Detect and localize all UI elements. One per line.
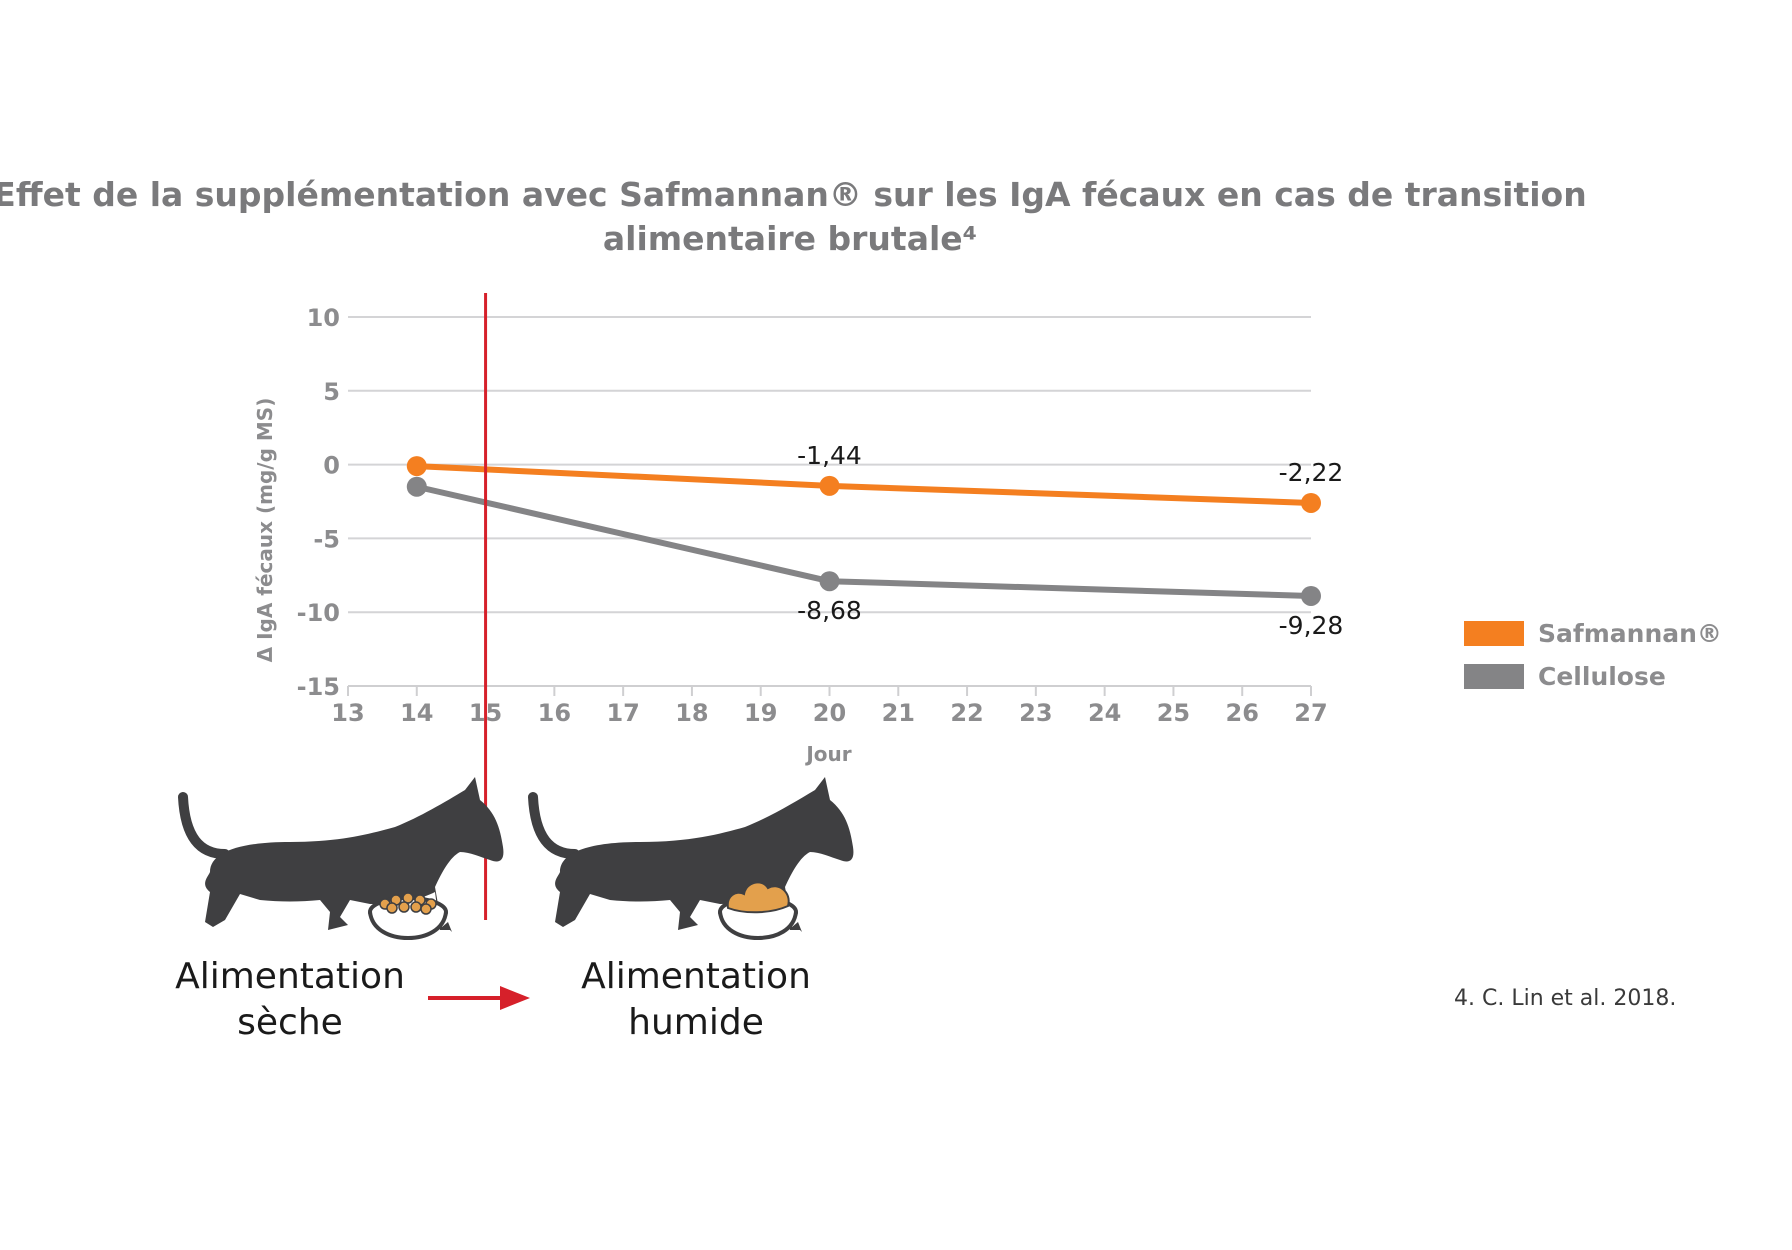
grid-lines [348,316,1311,614]
series-points [406,456,1321,606]
y-tick-label: -15 [297,673,340,701]
x-tick-label: 20 [813,699,846,727]
x-tick-label: 23 [1019,699,1052,727]
chart-title-line1: Effet de la supplémentation avec Safmann… [0,175,1587,214]
y-tick-label: -10 [297,599,340,627]
legend-swatch [1464,621,1524,646]
data-point [1301,492,1321,513]
data-label: -1,44 [797,441,862,470]
x-tick-labels: 13 14 15 16 17 18 19 20 21 22 23 24 25 26 27 [331,699,1327,727]
bowl-base [368,911,448,941]
x-tick-label: 19 [744,699,777,727]
dog-body [205,777,504,932]
y-tick-labels: 10 5 0 -5 -10 -15 [297,304,340,701]
legend-label: Cellulose [1538,662,1666,691]
legend: Safmannan® Cellulose [1464,619,1722,691]
dog-tail [178,792,230,859]
y-tick-label: 10 [307,304,340,332]
y-tick-label: 5 [323,378,340,406]
x-tick-label: 22 [950,699,983,727]
left-caption-line2: sèche [237,1002,343,1043]
x-tick-label: 21 [882,699,915,727]
dog-body [555,777,854,932]
x-tick-label: 13 [331,699,364,727]
x-tick-label: 27 [1294,699,1327,727]
dry-kibble [379,892,437,915]
x-tick-label: 18 [675,699,708,727]
x-axis [347,685,1312,696]
data-point [819,571,840,592]
y-tick-label: 0 [323,452,340,480]
legend-swatch [1464,664,1524,689]
x-tick-label: 26 [1226,699,1259,727]
x-axis-title: Jour [804,742,851,766]
x-tick-label: 25 [1157,699,1190,727]
data-point [1301,585,1321,606]
data-point [819,475,840,496]
x-tick-label: 24 [1088,699,1121,727]
right-caption-line1: Alimentation [581,956,811,997]
series-lines [416,463,1312,599]
right-caption-line2: humide [628,1002,764,1043]
y-tick-label: -5 [313,525,340,553]
bowl-base [718,911,798,941]
left-caption-line1: Alimentation [175,956,405,997]
x-tick-label: 14 [400,699,433,727]
data-labels: -1,44 -2,22 -8,68 -9,28 [797,441,1343,640]
data-label: -9,28 [1279,611,1344,640]
data-point [406,476,427,497]
data-point [406,456,427,477]
y-axis-title: Δ IgA fécaux (mg/g MS) [253,398,277,663]
transition-arrow-icon [428,986,530,1010]
x-tick-label: 17 [606,699,639,727]
data-label: -2,22 [1279,458,1344,487]
legend-label: Safmannan® [1538,619,1722,648]
series-line-1 [416,483,1312,599]
wet-food [726,881,790,914]
dog-eating-dry-food-icon [178,777,504,941]
source-citation: 4. C. Lin et al. 2018. [1454,986,1676,1011]
chart-title-line2: alimentaire brutale⁴ [603,219,977,258]
x-tick-label: 16 [538,699,571,727]
data-label: -8,68 [797,596,862,625]
dog-tail [528,792,580,859]
series-line-0 [416,463,1312,506]
dog-eating-wet-food-icon [528,777,854,941]
